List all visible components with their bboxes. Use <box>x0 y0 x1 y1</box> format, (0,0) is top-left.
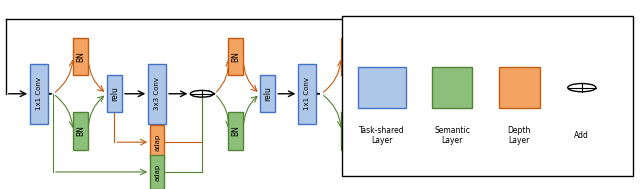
Text: pooling: pooling <box>381 82 387 105</box>
Bar <box>432 67 472 108</box>
Text: relu: relu <box>263 86 272 101</box>
Bar <box>376 75 392 112</box>
Text: SE: SE <box>418 126 427 136</box>
Text: BN: BN <box>76 125 85 136</box>
Text: Depth
Layer: Depth Layer <box>508 126 531 145</box>
Bar <box>150 125 164 159</box>
Text: SE: SE <box>418 52 427 61</box>
Circle shape <box>190 90 213 97</box>
Text: relu: relu <box>110 86 119 101</box>
Bar <box>73 112 88 150</box>
Text: adap: adap <box>154 134 160 151</box>
Circle shape <box>456 90 478 97</box>
Bar <box>341 112 356 150</box>
Text: BN: BN <box>344 51 353 62</box>
Bar <box>107 75 122 112</box>
Text: BN: BN <box>344 125 353 136</box>
Text: Semantic
Layer: Semantic Layer <box>434 126 470 145</box>
Text: Add: Add <box>574 131 589 140</box>
Bar <box>298 64 316 124</box>
Circle shape <box>568 84 596 92</box>
Text: 1x1 Conv: 1x1 Conv <box>304 77 310 110</box>
Bar <box>415 112 430 150</box>
Bar <box>30 64 48 124</box>
Text: BN: BN <box>231 125 240 136</box>
Text: adap: adap <box>154 163 160 180</box>
Text: BN: BN <box>76 51 85 62</box>
Bar <box>341 38 356 75</box>
Bar <box>228 38 243 75</box>
Bar <box>73 38 88 75</box>
Text: BN: BN <box>231 51 240 62</box>
Bar <box>415 38 430 75</box>
Text: 1x1 Conv: 1x1 Conv <box>36 77 42 110</box>
Bar <box>228 112 243 150</box>
Bar <box>148 64 166 124</box>
Bar <box>342 15 633 176</box>
Bar <box>150 155 164 189</box>
Bar <box>499 67 540 108</box>
Text: Task-shared
Layer: Task-shared Layer <box>360 126 405 145</box>
Bar <box>358 67 406 108</box>
Text: 3x3 Conv: 3x3 Conv <box>154 77 160 110</box>
Bar <box>260 75 275 112</box>
